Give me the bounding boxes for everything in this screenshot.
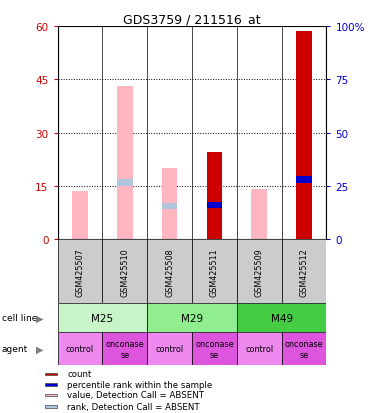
- Text: control: control: [155, 344, 184, 354]
- Text: rank, Detection Call = ABSENT: rank, Detection Call = ABSENT: [68, 402, 200, 411]
- Text: M29: M29: [181, 313, 203, 323]
- Bar: [192, 332, 237, 366]
- Bar: [237, 304, 326, 332]
- Bar: [282, 332, 326, 366]
- Text: GSM425512: GSM425512: [299, 247, 309, 296]
- Bar: [147, 332, 192, 366]
- Bar: [192, 240, 237, 304]
- Bar: [207, 202, 222, 209]
- Bar: [58, 332, 102, 366]
- Text: GSM425509: GSM425509: [255, 247, 264, 296]
- Bar: [102, 240, 147, 304]
- Bar: [207, 153, 222, 240]
- Text: value, Detection Call = ABSENT: value, Detection Call = ABSENT: [68, 390, 204, 399]
- Bar: [252, 190, 267, 240]
- Text: GSM425510: GSM425510: [120, 247, 129, 296]
- Text: cell line: cell line: [2, 313, 37, 323]
- Bar: [45, 373, 57, 375]
- Bar: [45, 394, 57, 396]
- Bar: [45, 405, 57, 408]
- Text: control: control: [66, 344, 94, 354]
- Bar: [162, 169, 177, 240]
- Bar: [237, 240, 282, 304]
- Text: count: count: [68, 370, 92, 379]
- Text: ▶: ▶: [36, 313, 44, 323]
- Bar: [102, 332, 147, 366]
- Text: M25: M25: [91, 313, 114, 323]
- Text: GSM425508: GSM425508: [165, 247, 174, 296]
- Bar: [282, 240, 326, 304]
- Title: GDS3759 / 211516_at: GDS3759 / 211516_at: [123, 13, 261, 26]
- Text: onconase
se: onconase se: [105, 339, 144, 358]
- Bar: [147, 304, 237, 332]
- Bar: [58, 304, 147, 332]
- Text: onconase
se: onconase se: [195, 339, 234, 358]
- Text: percentile rank within the sample: percentile rank within the sample: [68, 380, 213, 389]
- Text: agent: agent: [2, 344, 28, 354]
- Text: onconase
se: onconase se: [285, 339, 324, 358]
- Bar: [45, 383, 57, 386]
- Bar: [296, 177, 312, 183]
- Text: ▶: ▶: [36, 344, 44, 354]
- Bar: [72, 192, 88, 240]
- Text: GSM425507: GSM425507: [75, 247, 85, 296]
- Text: GSM425511: GSM425511: [210, 247, 219, 296]
- Bar: [117, 87, 132, 240]
- Bar: [162, 203, 177, 210]
- Bar: [147, 240, 192, 304]
- Bar: [296, 32, 312, 240]
- Bar: [58, 240, 102, 304]
- Bar: [117, 180, 132, 186]
- Bar: [237, 332, 282, 366]
- Text: control: control: [245, 344, 273, 354]
- Text: M49: M49: [270, 313, 293, 323]
